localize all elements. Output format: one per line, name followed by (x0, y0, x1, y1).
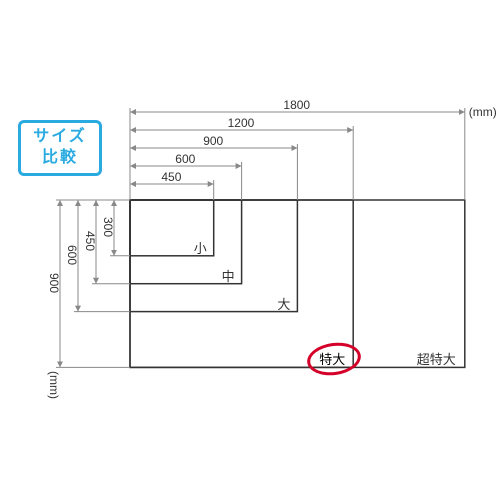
badge-line1: サイズ (33, 128, 87, 145)
hdim-1800: 1800 (283, 98, 310, 112)
highlight-ellipse (305, 340, 363, 379)
hdim-600: 600 (175, 152, 195, 166)
vdim-600: 600 (65, 245, 79, 265)
size-label-超特大: 超特大 (417, 349, 456, 368)
hdim-1200: 1200 (228, 116, 255, 130)
hdim-450: 450 (161, 170, 181, 184)
unit-h: (mm) (469, 105, 497, 119)
hdim-900: 900 (203, 134, 223, 148)
badge-line2: 比較 (42, 149, 78, 166)
size-label-中: 中 (222, 266, 235, 285)
title-badge: サイズ 比較 (18, 120, 102, 176)
vdim-300: 300 (101, 217, 115, 237)
vdim-900: 900 (47, 273, 61, 293)
unit-v: (mm) (47, 371, 61, 399)
size-label-大: 大 (277, 294, 290, 313)
size-label-小: 小 (194, 238, 207, 257)
vdim-450: 450 (83, 231, 97, 251)
